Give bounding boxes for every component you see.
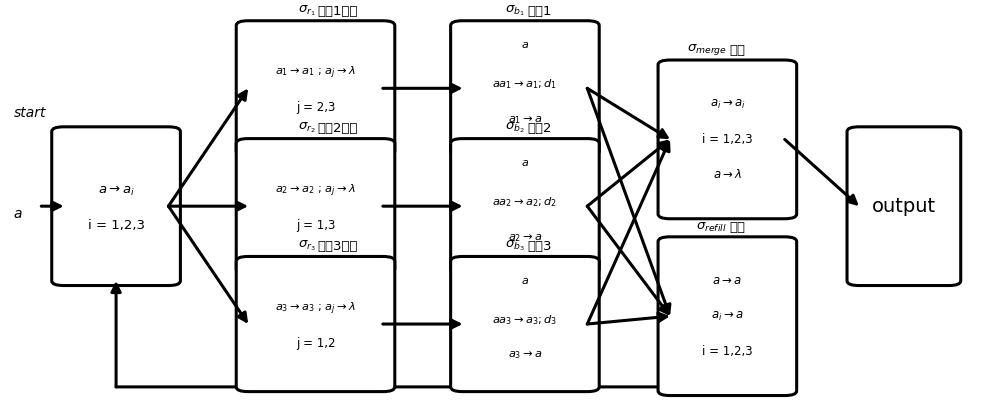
FancyBboxPatch shape	[236, 139, 395, 274]
Text: 项目3资源: 项目3资源	[318, 240, 358, 253]
Text: $\sigma_{r_2}$: $\sigma_{r_2}$	[298, 121, 316, 135]
FancyBboxPatch shape	[236, 21, 395, 156]
Text: 完成: 完成	[729, 44, 745, 57]
Text: i = 1,2,3: i = 1,2,3	[702, 133, 753, 146]
Text: $a$: $a$	[521, 276, 529, 286]
Text: $a\rightarrow a$: $a\rightarrow a$	[712, 274, 742, 287]
Text: $\sigma_{refill}$: $\sigma_{refill}$	[696, 221, 727, 234]
Text: $\sigma_{merge}$: $\sigma_{merge}$	[687, 42, 727, 57]
Text: output: output	[872, 197, 936, 216]
Text: 项目2: 项目2	[527, 122, 551, 135]
Text: $\sigma_{b_2}$: $\sigma_{b_2}$	[505, 121, 525, 135]
Text: $a_2\rightarrow a_2$ ; $a_j \rightarrow \lambda$: $a_2\rightarrow a_2$ ; $a_j \rightarrow …	[275, 182, 356, 199]
Text: $a_1\rightarrow a$: $a_1\rightarrow a$	[508, 114, 542, 126]
Text: j = 1,2: j = 1,2	[296, 337, 335, 350]
Text: j = 1,3: j = 1,3	[296, 219, 335, 232]
Text: j = 2,3: j = 2,3	[296, 101, 335, 114]
Text: $aa_2\rightarrow a_2; d_2$: $aa_2\rightarrow a_2; d_2$	[492, 196, 558, 209]
Text: $a_1\rightarrow a_1$ ; $a_j \rightarrow \lambda$: $a_1\rightarrow a_1$ ; $a_j \rightarrow …	[275, 64, 356, 81]
Text: $a$: $a$	[13, 207, 23, 221]
Text: i = 1,2,3: i = 1,2,3	[702, 345, 753, 358]
Text: start: start	[13, 106, 46, 120]
Text: 项目2资源: 项目2资源	[318, 122, 358, 135]
Text: $aa_1\rightarrow a_1; d_1$: $aa_1\rightarrow a_1; d_1$	[492, 78, 558, 91]
Text: $a_2\rightarrow a$: $a_2\rightarrow a$	[508, 232, 542, 244]
FancyBboxPatch shape	[847, 127, 961, 286]
Text: 项目3: 项目3	[527, 240, 551, 253]
Text: 项目1: 项目1	[527, 4, 551, 18]
Text: i = 1,2,3: i = 1,2,3	[88, 219, 145, 232]
Text: $a$: $a$	[521, 40, 529, 50]
FancyBboxPatch shape	[236, 257, 395, 391]
Text: $a\rightarrow\lambda$: $a\rightarrow\lambda$	[713, 168, 742, 181]
FancyBboxPatch shape	[658, 237, 797, 396]
Text: $\sigma_{r_3}$: $\sigma_{r_3}$	[298, 239, 316, 253]
Text: $\sigma_{b_3}$: $\sigma_{b_3}$	[505, 239, 525, 253]
FancyBboxPatch shape	[52, 127, 180, 286]
FancyBboxPatch shape	[451, 21, 599, 156]
FancyBboxPatch shape	[451, 257, 599, 391]
Text: $\sigma_{r_1}$: $\sigma_{r_1}$	[298, 3, 316, 18]
FancyBboxPatch shape	[658, 60, 797, 219]
Text: $\sigma_{b_1}$: $\sigma_{b_1}$	[505, 3, 525, 18]
Text: $a_i\rightarrow a$: $a_i\rightarrow a$	[711, 309, 744, 323]
Text: 项目1资源: 项目1资源	[318, 4, 358, 18]
Text: $a\rightarrow a_i$: $a\rightarrow a_i$	[98, 183, 135, 198]
Text: $a$: $a$	[521, 158, 529, 168]
Text: 确认: 确认	[729, 221, 745, 234]
Text: $a_i\rightarrow a_i$: $a_i\rightarrow a_i$	[710, 97, 745, 111]
Text: $aa_3\rightarrow a_3; d_3$: $aa_3\rightarrow a_3; d_3$	[492, 313, 558, 327]
FancyBboxPatch shape	[451, 139, 599, 274]
Text: $a_3\rightarrow a_3$ ; $a_j \rightarrow \lambda$: $a_3\rightarrow a_3$ ; $a_j \rightarrow …	[275, 300, 356, 316]
Text: $a_3\rightarrow a$: $a_3\rightarrow a$	[508, 349, 542, 361]
